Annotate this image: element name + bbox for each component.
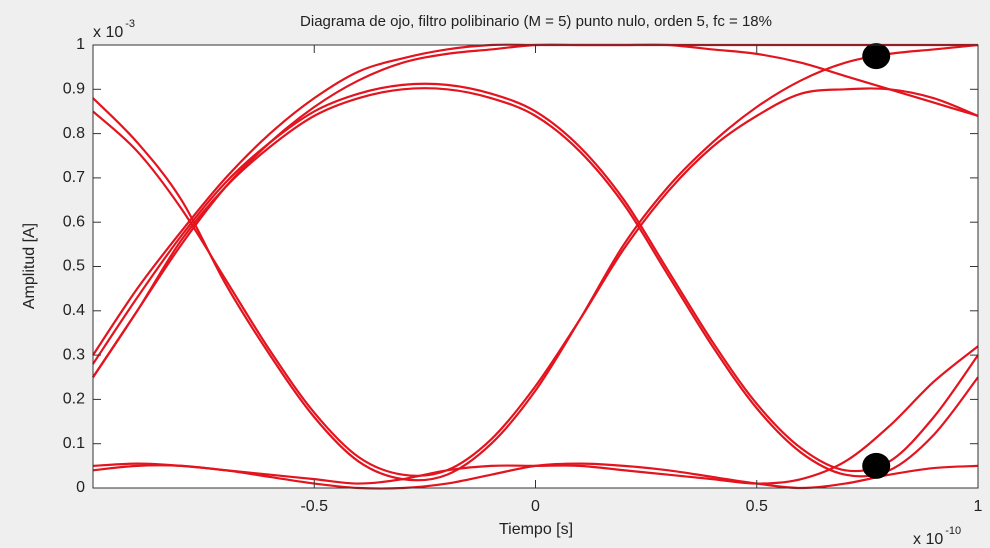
marker-dot	[862, 43, 891, 70]
x-tick-label: 0.5	[746, 498, 768, 515]
x-multiplier-exp: -10	[945, 525, 961, 537]
x-axis-label: Tiempo [s]	[499, 521, 573, 538]
x-multiplier-base: x 10	[913, 531, 943, 548]
y-tick-label: 0.3	[63, 346, 85, 363]
x-multiplier: x 10-10	[913, 525, 961, 548]
chart-title: Diagrama de ojo, filtro polibinario (M =…	[300, 13, 772, 30]
y-tick-label: 0.9	[63, 81, 85, 98]
y-multiplier: x 10-3	[93, 18, 135, 41]
y-tick-label: 0.7	[63, 169, 85, 186]
eye-trace	[92, 82, 979, 473]
x-tick-label: 1	[974, 498, 983, 515]
x-tick-label: -0.5	[300, 498, 328, 515]
y-tick-label: 1	[76, 36, 85, 53]
y-tick-label: 0.4	[63, 302, 85, 319]
y-multiplier-base: x 10	[93, 24, 123, 41]
y-multiplier-exp: -3	[125, 18, 135, 30]
eye-trace	[92, 43, 979, 482]
x-tick-label: 0	[531, 498, 540, 515]
y-tick-label: 0.8	[63, 125, 85, 142]
y-tick-label: 0.6	[63, 213, 85, 230]
eye-trace	[92, 87, 979, 477]
y-tick-label: 0.1	[63, 435, 85, 452]
plot-area	[93, 45, 978, 488]
y-tick-label: 0	[76, 479, 85, 496]
y-axis-label: Amplitud [A]	[21, 223, 38, 309]
y-tick-label: 0.5	[63, 258, 85, 275]
eye-trace	[92, 345, 979, 485]
marker-dot	[862, 452, 891, 479]
y-tick-label: 0.2	[63, 391, 85, 408]
